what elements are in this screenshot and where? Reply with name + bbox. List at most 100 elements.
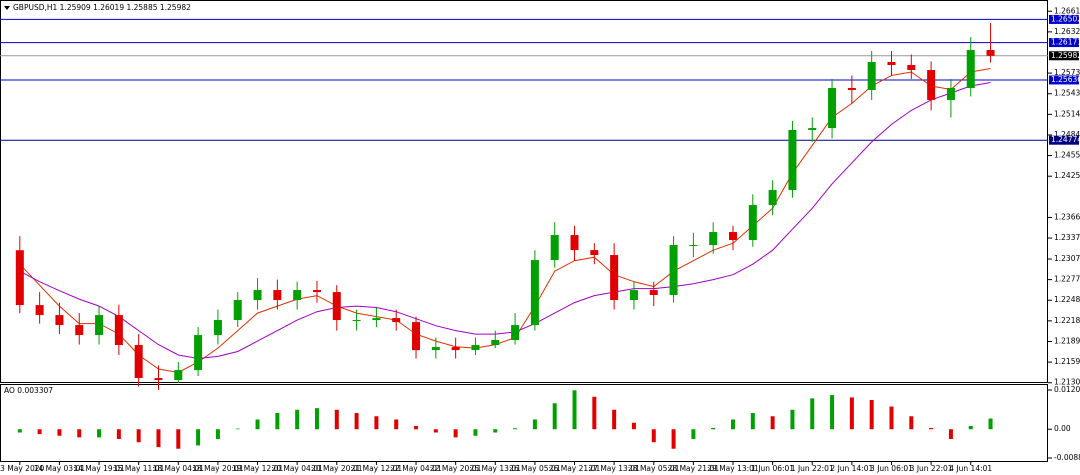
main-frame — [0, 0, 1048, 383]
x-tick-label: 26 May 05:01 — [509, 464, 561, 473]
x-tick-label: 14 May 03:01 — [34, 464, 86, 473]
x-tick-label: 27 May 13:01 — [588, 464, 640, 473]
x-tick-label: 22 May 04:01 — [390, 464, 442, 473]
x-tick-label: 1 Jun 06:01 — [751, 464, 794, 473]
candle-body — [530, 260, 539, 326]
x-tick-label: 3 Jun 06:01 — [870, 464, 913, 473]
menu-icon — [4, 6, 10, 10]
ao-bar — [790, 409, 795, 430]
x-tick-label: 3 Jun 22:01 — [910, 464, 953, 473]
y-tick-label: 1.25439 — [1054, 89, 1080, 98]
x-tick-label: 14 May 19:01 — [73, 464, 125, 473]
candle-body — [649, 290, 658, 296]
ao-bar — [948, 429, 953, 439]
candle-body — [332, 292, 341, 321]
candle-body — [372, 318, 381, 321]
candle-body — [471, 345, 480, 351]
x-tick-label: 25 May 13:01 — [470, 464, 522, 473]
ao-bar — [255, 419, 260, 430]
ao-title: AO 0.003307 — [4, 386, 53, 395]
ao-bar — [651, 429, 656, 443]
ao-bar — [869, 400, 874, 430]
candle-body — [907, 64, 916, 71]
x-tick-label: 21 May 12:01 — [351, 464, 403, 473]
level-tag — [1049, 14, 1079, 24]
candle-body — [174, 370, 183, 381]
level-tag — [1049, 75, 1079, 85]
candle-body — [927, 70, 936, 101]
ao-bar — [691, 429, 696, 439]
y-tick-label: 1.25734 — [1054, 68, 1080, 77]
candle-body — [768, 190, 777, 206]
ao-bar — [731, 419, 736, 430]
y-tick-label: 0.01209 — [1054, 385, 1080, 394]
level-label: 1.24774 — [1051, 135, 1080, 144]
x-tick-label: 18 May 04:01 — [153, 464, 205, 473]
y-tick-label: -0.00886 — [1054, 453, 1080, 462]
ao-bar — [215, 429, 220, 439]
ao-bar — [414, 425, 419, 430]
candle-body — [808, 128, 817, 130]
candle-body — [451, 347, 460, 351]
x-tick-label: 2 Jun 14:01 — [830, 464, 873, 473]
x-tick-label: 18 May 20:01 — [192, 464, 244, 473]
candle-body — [213, 320, 222, 336]
price-label: 1.25982 — [1051, 51, 1080, 60]
ao-bar — [552, 403, 557, 430]
candle-body — [194, 335, 203, 371]
ao-bar — [196, 429, 201, 446]
x-tick-label: 22 May 20:01 — [430, 464, 482, 473]
candle-body — [709, 232, 718, 246]
ao-bar — [176, 429, 181, 449]
candle-body — [610, 255, 619, 301]
ao-bar — [572, 390, 577, 430]
level-label: 1.26171 — [1051, 38, 1080, 47]
ao-bar — [433, 429, 438, 433]
ao-bar — [77, 429, 82, 438]
y-tick-label: 1.24849 — [1054, 130, 1080, 139]
ao-bar — [295, 409, 300, 430]
level-label: 1.26502 — [1051, 14, 1080, 23]
ao-bar — [849, 397, 854, 430]
ao-bar — [453, 429, 458, 438]
ao-bar — [810, 398, 815, 430]
ao-bar — [909, 416, 914, 430]
y-tick-label: 1.23374 — [1054, 233, 1080, 242]
ao-bar — [631, 422, 636, 430]
ao-bar — [513, 428, 518, 430]
y-tick-label: 1.21304 — [1054, 378, 1080, 387]
candle-body — [511, 325, 520, 341]
ao-bar — [136, 429, 141, 443]
ao-bar — [988, 418, 993, 430]
y-tick-label: 1.22484 — [1054, 295, 1080, 304]
y-tick-label: 0.00 — [1054, 424, 1071, 433]
ao-bar — [750, 413, 755, 430]
ao-bar — [394, 419, 399, 430]
ao-bar — [532, 419, 537, 430]
candle-body — [887, 61, 896, 65]
level-tag — [1049, 135, 1079, 145]
ao-bar — [770, 416, 775, 430]
candle-body — [986, 50, 995, 56]
ao-bar — [929, 427, 934, 430]
candle-body — [669, 245, 678, 296]
ao-bar — [156, 429, 161, 448]
candle-body — [233, 300, 242, 321]
candle-body — [15, 250, 24, 306]
ao-bar — [473, 429, 478, 436]
y-tick-label: 1.24554 — [1054, 151, 1080, 160]
ao-bar — [374, 416, 379, 430]
x-tick-label: 20 May 20:01 — [311, 464, 363, 473]
x-tick-label: 13 May 2020 — [0, 464, 44, 473]
candle-body — [293, 290, 302, 301]
ao-bar — [97, 429, 102, 438]
x-tick-label: 26 May 21:01 — [549, 464, 601, 473]
candle-body — [867, 61, 876, 91]
x-tick-label: 15 May 11:01 — [113, 464, 165, 473]
moving-average — [19, 68, 991, 374]
y-tick-label: 1.22779 — [1054, 275, 1080, 284]
ao-bar — [57, 429, 62, 436]
y-tick-label: 1.21894 — [1054, 336, 1080, 345]
x-tick-label: 29 May 13:01 — [707, 464, 759, 473]
